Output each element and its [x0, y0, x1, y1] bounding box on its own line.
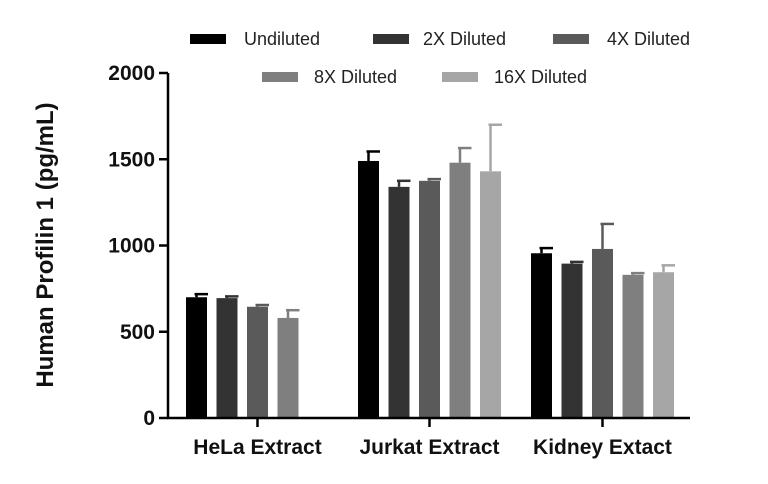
- legend-label: 8X Diluted: [314, 67, 397, 87]
- bar: [592, 248, 613, 418]
- x-axis: HeLa Extract Jurkat Extract Kidney Extact: [167, 416, 690, 459]
- bar: [449, 162, 471, 418]
- y-tick-label-1500: 1500: [108, 148, 155, 171]
- bar: [216, 298, 238, 418]
- legend-swatch: [190, 34, 226, 44]
- y-tick-label-500: 500: [120, 321, 155, 344]
- legend-label: 2X Diluted: [423, 29, 506, 49]
- bar: [480, 171, 501, 418]
- bar: [419, 180, 440, 418]
- bars: [186, 123, 675, 418]
- bar: [277, 317, 299, 418]
- legend-label: 4X Diluted: [607, 29, 690, 49]
- legend: Undiluted 2X Diluted 4X Diluted 8X Diluted 1…: [190, 29, 690, 87]
- bar: [247, 306, 268, 418]
- bar: [358, 160, 379, 418]
- legend-label: 16X Diluted: [494, 67, 587, 87]
- bar: [653, 272, 674, 418]
- category-label: Jurkat Extract: [359, 436, 499, 459]
- y-tick-label-2000: 2000: [108, 62, 155, 85]
- legend-label: Undiluted: [244, 29, 320, 49]
- category-label: Kidney Extact: [533, 436, 672, 459]
- legend-swatch: [442, 72, 478, 82]
- y-tick-label-1000: 1000: [108, 235, 155, 258]
- bar: [388, 186, 410, 418]
- bar: [186, 297, 207, 418]
- category-label: HeLa Extract: [193, 436, 321, 459]
- y-axis-label: Human Profilin 1 (pg/mL): [32, 102, 59, 387]
- bar: [622, 274, 644, 418]
- y-tick-label-0: 0: [143, 407, 155, 430]
- y-axis: 0 500 1000 1500 2000: [108, 62, 170, 430]
- legend-swatch: [553, 34, 589, 44]
- legend-swatch: [373, 34, 409, 44]
- legend-swatch: [262, 72, 298, 82]
- bar: [531, 253, 552, 418]
- bar: [561, 263, 583, 418]
